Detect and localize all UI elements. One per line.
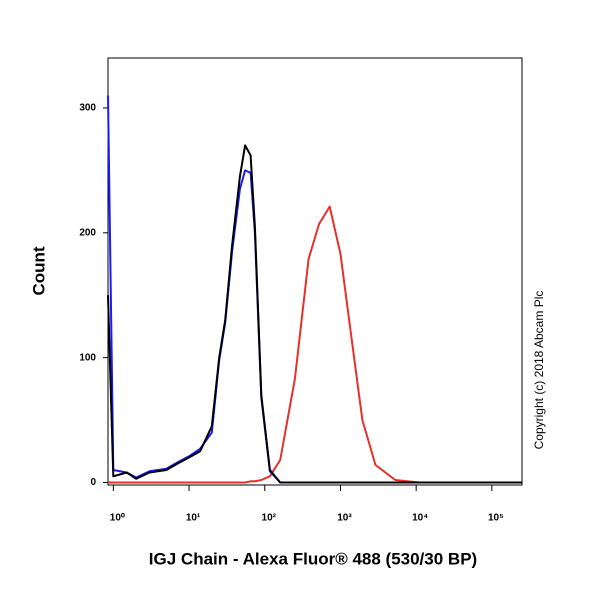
y-tick-label: 100 [79,352,96,363]
x-tick-label: 10⁴ [412,513,428,524]
y-axis-label: Count [29,246,48,295]
series-line [107,95,522,484]
y-tick-label: 0 [90,477,96,488]
y-tick-label: 300 [79,103,96,114]
x-axis-label: IGJ Chain - Alexa Fluor® 488 (530/30 BP) [149,549,477,568]
x-tick-label: 10⁰ [110,513,125,524]
x-tick-label: 10¹ [186,513,201,524]
x-tick-label: 10³ [337,513,352,524]
y-tick-label: 200 [79,227,96,238]
series-line [107,144,522,484]
copyright: Copyright (c) 2018 Abcam Plc [532,291,546,450]
series-line [108,205,522,484]
x-tick-label: 10² [262,513,277,524]
x-tick-label: 10⁵ [488,513,504,524]
plot-frame [107,57,523,486]
